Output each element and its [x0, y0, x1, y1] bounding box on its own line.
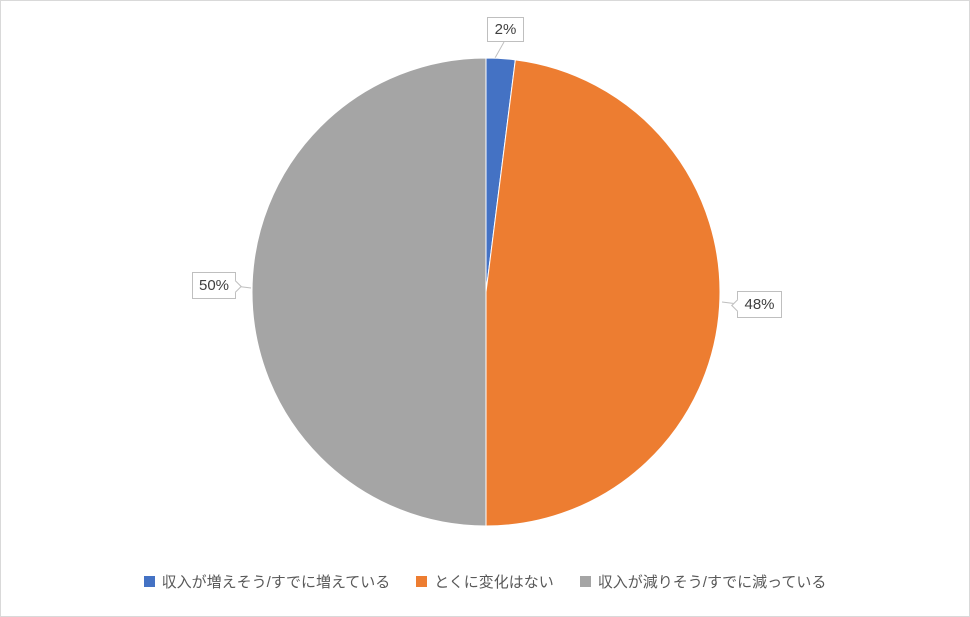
legend-swatch-blue-icon	[143, 576, 155, 587]
legend-item-no-change[interactable]: とくに変化はない	[416, 571, 554, 592]
legend-item-income-increase[interactable]: 収入が増えそう/すでに増えている	[143, 571, 391, 592]
data-label-text: 48%	[744, 296, 775, 313]
data-label-income-increase[interactable]: 2%	[487, 17, 524, 42]
legend-item-income-decrease[interactable]: 収入が減りそう/すでに減っている	[579, 571, 827, 592]
legend-label: 収入が増えそう/すでに増えている	[161, 574, 391, 591]
legend-label: とくに変化はない	[434, 574, 554, 591]
data-label-income-decrease[interactable]: 50%	[192, 272, 242, 299]
legend-swatch-orange-icon	[416, 576, 428, 587]
chart-legend: 収入が増えそう/すでに増えている とくに変化はない 収入が減りそう/すでに減って…	[1, 571, 969, 592]
data-label-text: 50%	[198, 277, 230, 294]
legend-swatch-gray-icon	[579, 576, 591, 587]
leader-line-2pct	[494, 41, 505, 59]
legend-label: 収入が減りそう/すでに減っている	[597, 574, 827, 591]
data-label-no-change[interactable]: 48%	[731, 291, 782, 318]
data-label-text: 2%	[494, 21, 517, 38]
pie-slice-no-change[interactable]	[485, 59, 721, 527]
pie-slice-income-decrease[interactable]	[251, 57, 487, 527]
